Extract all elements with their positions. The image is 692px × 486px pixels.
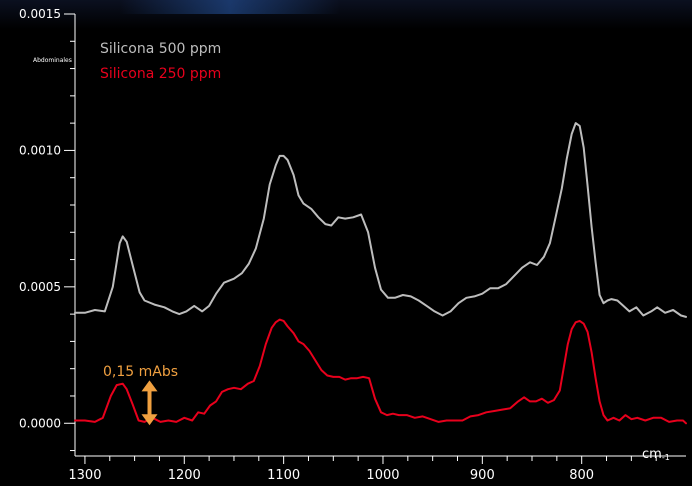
annotation-arrow-head-down [141,414,158,426]
axes: 0.0015 0.0010 0.0005 0.0000 1300 1200 1100 1000… [19,7,686,483]
x-axis-unit: cm-1 [642,447,670,462]
x-tick-label: 1000 [366,468,399,483]
annotation-label: 0,15 mAbs [103,364,178,380]
y-tick-label: 0.0015 [19,7,61,21]
series-line-silicona-250 [74,318,687,425]
y-tick-label: 0.0010 [19,143,61,157]
legend-item-silicona-250: Silicona 250 ppm [100,66,221,82]
background-tint [120,0,340,14]
x-axis-unit-base: cm [642,447,662,462]
y-tick-label: 0.0000 [19,416,61,430]
x-tick-label: 800 [569,468,594,483]
x-tick-label: 900 [470,468,495,483]
y-tick-label: 0.0005 [19,280,61,294]
series-line-silicona-500 [74,122,687,318]
x-tick-label: 1100 [267,468,300,483]
annotation-arrow-shaft [147,388,152,418]
x-tick-label: 1300 [68,468,101,483]
annotation-layer [141,380,158,426]
annotation-arrow-head-up [141,380,158,392]
legend-item-silicona-500: Silicona 500 ppm [100,41,221,57]
series-layer [74,122,687,425]
y-axis-label: Abdominales [33,57,72,64]
x-tick-label: 1200 [168,468,201,483]
x-axis-unit-exponent: -1 [662,453,670,462]
